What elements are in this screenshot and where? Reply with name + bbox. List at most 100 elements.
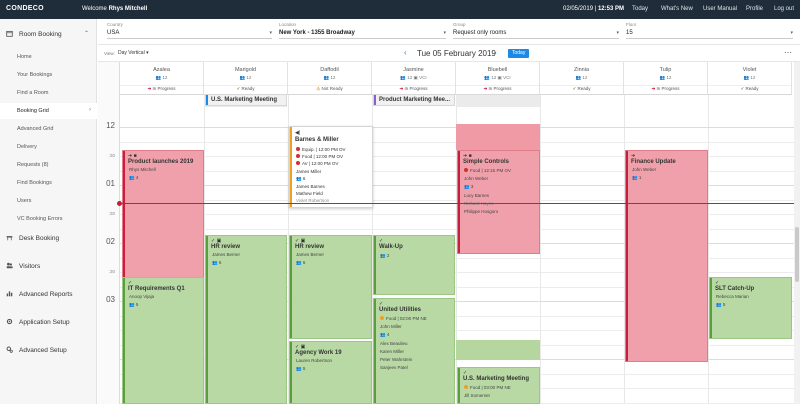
booking-united-utilities[interactable]: ✓ United Utilities Food | 02:00 PM NE Jo… [373,298,455,404]
nav-whats-new[interactable]: What's New [661,6,693,12]
next-day-button[interactable]: › [494,48,497,57]
nav-user-manual[interactable]: User Manual [703,6,738,12]
booking-walk-up[interactable]: ✓ Walk-Up 👥 2 [373,235,455,295]
condeco-logo[interactable]: CONDECO [6,5,44,12]
room-header-jasmine[interactable]: Jasmine 👥 12 ▣ VCI ➜ In Progress [372,62,456,95]
room-header-marigold[interactable]: Marigold 👥 12 ✓ Ready [204,62,288,95]
sidebar-advanced-setup[interactable]: Advanced Setup [0,339,97,361]
booking-bluebell-noon[interactable] [456,124,540,150]
nav-profile[interactable]: Profile [746,6,764,12]
booking-it-requirements[interactable]: ✓ IT Requirements Q1 Anoop Vijaja 👥 5 [122,277,204,404]
room-header-tulip[interactable]: Tulip 👥 12 ➜ In Progress [624,62,708,95]
people-icon: 👥 [716,302,722,307]
attendee-count: 👥 1 [632,175,641,181]
floor-select[interactable]: Floor 15 ▾ [626,22,793,39]
sidebar-advanced-setup-label: Advanced Setup [19,347,67,354]
sidebar-sub-vc-booking-errors[interactable]: VC Booking Errors [0,211,97,227]
room-capacity-value: 12 [666,75,672,80]
nav-log-out[interactable]: Log out [774,6,795,12]
sidebar-sub-advanced-grid-label: Advanced Grid [17,126,54,132]
room-status: ✓ Ready [708,85,791,94]
attendee-count-value: 4 [386,332,390,337]
room-status-text: Ready [745,86,759,91]
group-label: Group [453,22,466,27]
gears-icon [6,346,13,353]
room-header-zinnia[interactable]: Zinnia 👥 12 ✓ Ready [540,62,624,95]
people-icon: 👥 [296,366,302,371]
country-select[interactable]: Country USA ▾ [107,22,272,39]
view-value: Day Vertical [118,50,145,56]
room-header-daffodil[interactable]: Daffodil 👥 12 ⚠ Not Ready [288,62,372,95]
sidebar-visitors[interactable]: Visitors [0,255,97,277]
room-status-text: In Progress [152,86,176,91]
sidebar-application-setup[interactable]: Application Setup [0,311,97,333]
ellipsis-icon[interactable]: ⋯ [784,48,792,57]
floor-label: Floor [626,22,637,27]
booking-agency-work[interactable]: ✓ ▣ Agency Work 19 Lauren Robertson 👥 5 [289,341,372,404]
people-icon: 👥 [575,75,582,80]
sidebar-sub-users[interactable]: Users [0,193,97,209]
av-alert-icon [296,161,300,165]
sidebar-desk-booking[interactable]: Desk Booking [0,227,97,249]
booking-us-marketing-top[interactable]: U.S. Marketing Meeting [205,94,287,106]
slot-bluebell-top[interactable] [456,95,540,107]
booking-host: John Weber [464,176,489,181]
column-divider [456,95,457,404]
grid-scrollbar[interactable] [794,62,800,404]
sidebar-sub-find-bookings[interactable]: Find Bookings [0,175,97,191]
booking-bluebell-green[interactable] [456,340,540,360]
booking-popup-barnes-miller[interactable]: ◀| Barnes & Miller Equip. | 12:00 PM OV … [289,126,373,208]
vc-label: VCI [503,75,511,80]
booking-product-marketing[interactable]: Product Marketing Mee... [373,94,455,106]
view-select[interactable]: Day Vertical ▾ [118,50,149,56]
room-capacity-value: 12 [582,75,588,80]
sidebar-sub-advanced-grid[interactable]: Advanced Grid [0,121,97,137]
sidebar-sub-your-bookings[interactable]: Your Bookings [0,67,97,83]
room-status: ⚠ Not Ready [288,85,371,94]
sidebar-sub-requests[interactable]: Requests (8) [0,157,97,173]
room-header-bluebell[interactable]: Bluebell 👥 12 ▣ VCI ➜ In Progress [456,62,540,95]
booking-finance-update[interactable]: ➜ Finance Update John Weber 👥 1 [625,150,708,362]
food-alert-icon [464,168,468,172]
today-button[interactable]: Today [508,49,530,58]
room-name: Violet [742,67,757,73]
sidebar-sub-delivery-label: Delivery [17,144,37,150]
grid-row-line [120,287,794,288]
status-icon: ⚠ [316,86,321,91]
half-hour-label: :30 [108,269,115,274]
sidebar-sub-booking-grid[interactable]: Booking Grid › [0,103,97,119]
sidebar-advanced-reports[interactable]: Advanced Reports [0,283,97,305]
booking-hr-review-daffodil[interactable]: ✓ ▣ HR review James Berner 👥 6 [289,235,372,339]
sidebar-room-booking[interactable]: Room Booking ⌃ [0,23,97,45]
sidebar-sub-delivery[interactable]: Delivery [0,139,97,155]
attendee-name: James Barnes [296,184,325,189]
sidebar-sub-find-a-room[interactable]: Find a Room [0,85,97,101]
time-column [98,62,120,404]
room-capacity: 👥 12 ▣ VCI [456,75,539,81]
chevron-up-icon: ⌃ [84,31,90,37]
nav-today[interactable]: Today [632,6,649,12]
booking-title: Walk-Up [379,244,403,250]
booking-simple-controls[interactable]: ➜ ■ Simple Controls Food | 12:15 PM OV J… [457,150,540,254]
people-icon: 👥 [400,75,406,80]
scrollbar-thumb[interactable] [795,227,799,282]
status-icon: ➜ [483,86,488,91]
group-select[interactable]: Group Request only rooms ▾ [453,22,619,39]
booking-slt-catch-up[interactable]: ✓ SLT Catch-Up Rebecca Marian 👥 5 [709,277,792,339]
attendee-count: 👥 5 [129,302,138,308]
sidebar-sub-home[interactable]: Home [0,49,97,65]
location-select[interactable]: Location New York - 1355 Broadway ▾ [279,22,446,39]
calendar-icon [6,30,13,37]
room-name: Daffodil [320,67,339,73]
prev-day-button[interactable]: ‹ [404,48,407,57]
booking-us-marketing-bottom[interactable]: ✓ U.S. Marketing Meeting Food | 03:00 PM… [457,367,540,404]
room-status-text: In Progress [404,86,428,91]
room-capacity: 👥 12 ▣ VCI [372,75,455,81]
room-header-azalea[interactable]: Azalea 👥 12 ➜ In Progress [120,62,204,95]
bar-chart-icon [6,291,13,297]
booking-hr-review-marigold[interactable]: ✓ ▣ HR review James Berner 👥 6 [205,235,287,404]
room-header-violet[interactable]: Violet 👥 12 ✓ Ready [708,62,792,95]
attendee-count: 👥 6 [212,260,221,266]
sidebar-sub-find-bookings-label: Find Bookings [17,180,52,186]
room-status: ➜ In Progress [120,85,203,94]
